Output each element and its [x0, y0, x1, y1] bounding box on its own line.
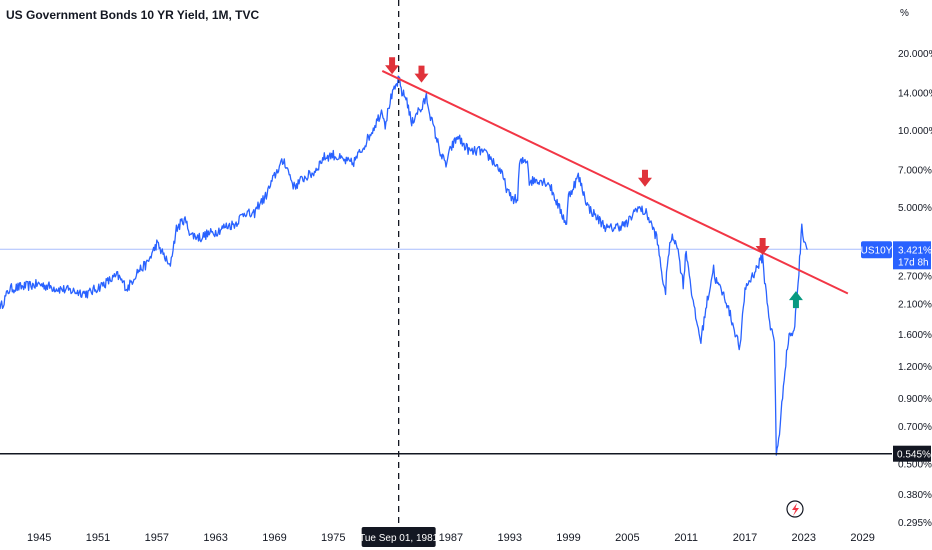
y-tick-label: 0.700%	[898, 422, 932, 433]
x-tick-label: 1993	[497, 532, 521, 544]
y-tick-label: 0.500%	[898, 459, 932, 470]
series-group	[0, 75, 808, 456]
series-line-us10y	[0, 75, 808, 456]
x-tick-label: 1975	[321, 532, 345, 544]
y-tick-label: 0.295%	[898, 518, 932, 529]
arrow-head	[755, 246, 770, 256]
symbol-badge[interactable]	[861, 241, 892, 259]
up-arrow-icon	[788, 291, 803, 309]
y-tick-label: 0.900%	[898, 394, 932, 405]
x-tick-label: 1957	[145, 532, 169, 544]
x-tick-label: 1945	[27, 532, 51, 544]
y-tick-label: 1.600%	[898, 330, 932, 341]
arrow-shaft	[792, 299, 799, 309]
support-price-label: 0.545%	[897, 450, 931, 461]
x-tick-label: 1963	[203, 532, 227, 544]
x-tick-label: 1969	[262, 532, 286, 544]
x-tick-label: 2005	[615, 532, 639, 544]
x-axis[interactable]: 1945 1951 1957 1963 1969 1975 1987 1993 1999 2005…	[27, 532, 875, 544]
last-price-value: 3.421%	[898, 245, 932, 256]
y-tick-label: 7.000%	[898, 166, 932, 177]
chart-title: US Government Bonds 10 YR Yield, 1M, TVC	[6, 8, 260, 22]
arrow-shaft	[418, 65, 425, 75]
annotations	[0, 57, 892, 455]
y-tick-label: 10.000%	[898, 126, 932, 137]
y-tick-label: 14.000%	[898, 89, 932, 100]
arrow-shaft	[389, 57, 396, 67]
arrow-head	[788, 291, 803, 301]
down-arrow-icon-1	[385, 57, 400, 75]
crosshair-date-label: Tue Sep 01, 1981	[359, 533, 439, 544]
x-tick-label: 2029	[850, 532, 874, 544]
last-price-badge	[893, 241, 931, 270]
x-tick-label: 1987	[439, 532, 463, 544]
y-tick-label: 2.100%	[898, 300, 932, 311]
arrow-shaft	[759, 238, 766, 248]
arrow-head	[637, 177, 652, 187]
x-tick-label: 2017	[733, 532, 757, 544]
y-axis-unit: %	[900, 8, 909, 19]
countdown-label: 17d 8h	[898, 257, 929, 268]
lightning-icon-bolt	[792, 503, 799, 516]
support-price-badge	[893, 445, 931, 462]
y-tick-label: 1.200%	[898, 362, 932, 373]
y-tick-label: 2.700%	[898, 272, 932, 283]
down-arrow-icon-2	[414, 65, 429, 83]
y-tick-label: 0.380%	[898, 490, 932, 501]
arrow-head	[414, 73, 429, 83]
x-tick-label: 2023	[792, 532, 816, 544]
lightning-icon[interactable]	[786, 500, 804, 518]
crosshair-date-badge	[361, 527, 436, 547]
y-tick-label: 5.000%	[898, 203, 932, 214]
axis-badges: Tue Sep 01, 1981 0.545% US10Y 3.421%17d 8h	[359, 241, 932, 547]
down-arrow-icon-4	[755, 238, 770, 256]
down-arrow-icon-3	[637, 169, 652, 187]
x-tick-label: 1999	[556, 532, 580, 544]
arrow-shaft	[641, 169, 648, 179]
y-tick-label: 20.000%	[898, 49, 932, 60]
arrow-head	[385, 65, 400, 75]
y-axis[interactable]: % 20.000% 14.000% 10.000% 7.000% 5.000% 2.700%…	[898, 8, 932, 529]
trendline[interactable]	[381, 70, 849, 295]
x-tick-label: 1951	[86, 532, 110, 544]
x-tick-label: 2011	[674, 532, 698, 544]
symbol-label: US10Y	[861, 245, 893, 256]
